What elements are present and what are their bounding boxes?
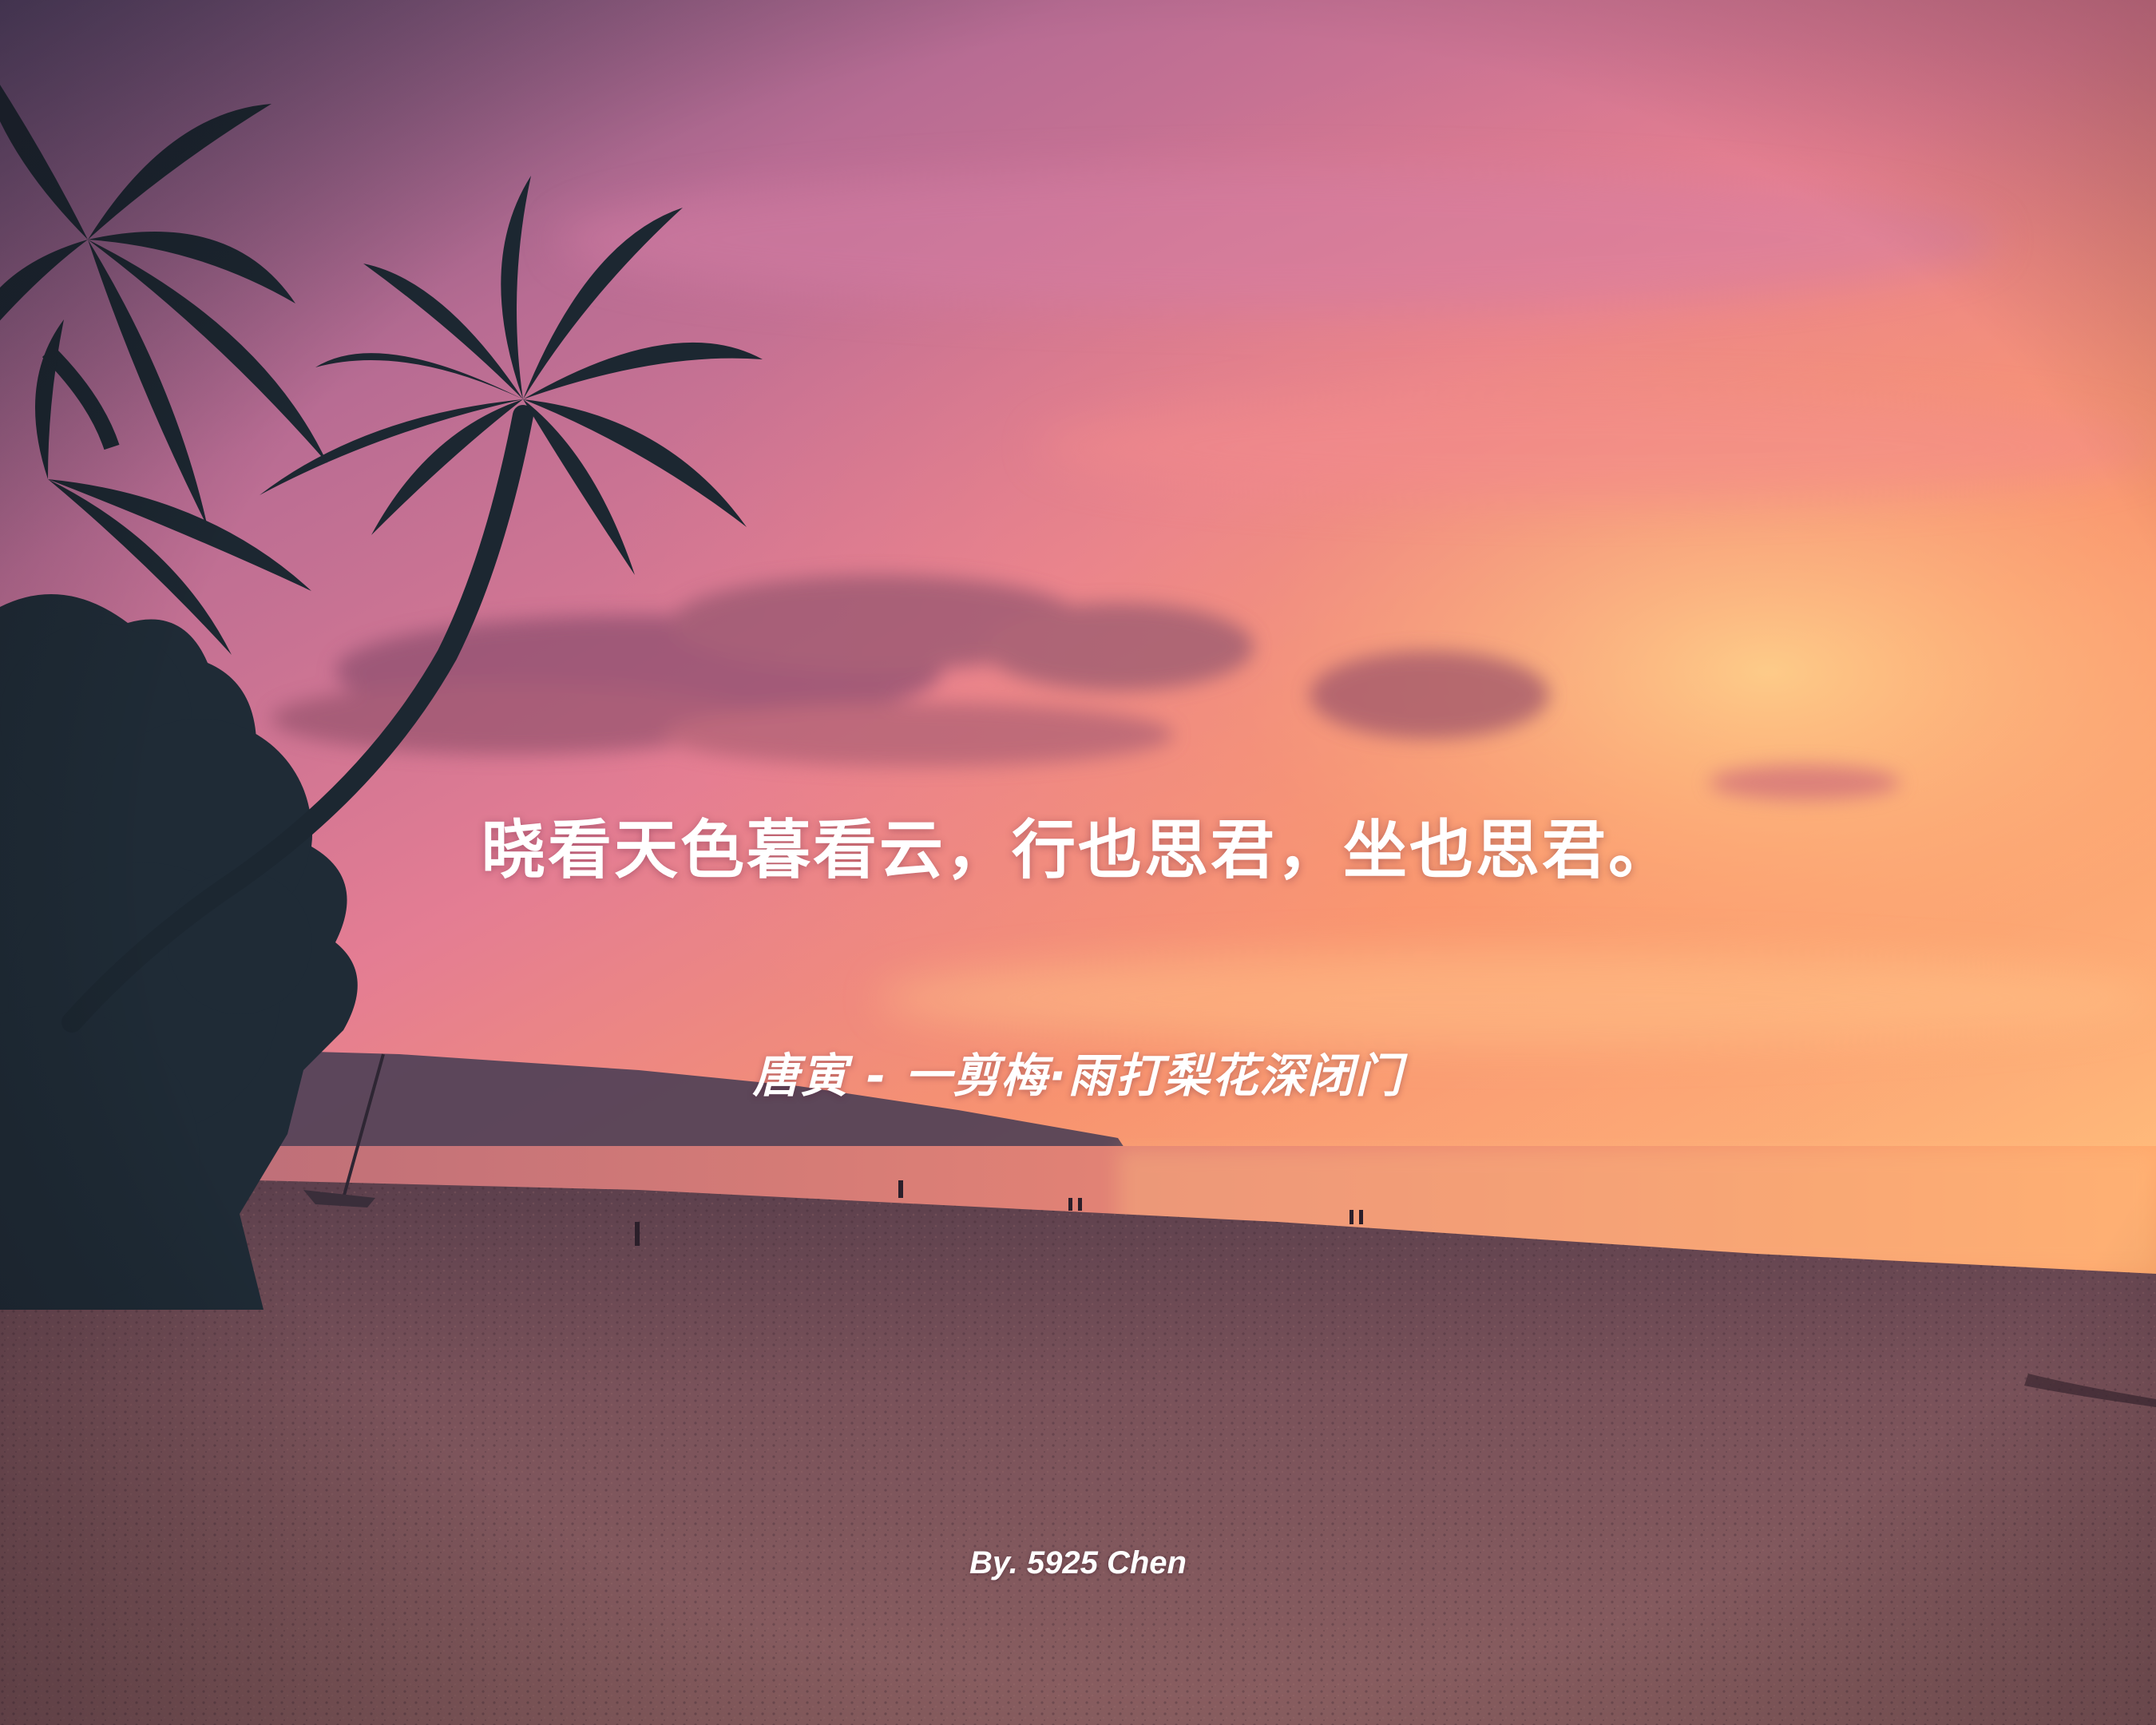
poem-line: 晓看天色暮看云，行也思君，坐也思君。 (482, 813, 1674, 887)
poem-source: 唐寅 - 一剪梅·雨打梨花深闭门 (752, 1049, 1404, 1103)
author-credit: By. 5925 Chen (969, 1545, 1187, 1580)
